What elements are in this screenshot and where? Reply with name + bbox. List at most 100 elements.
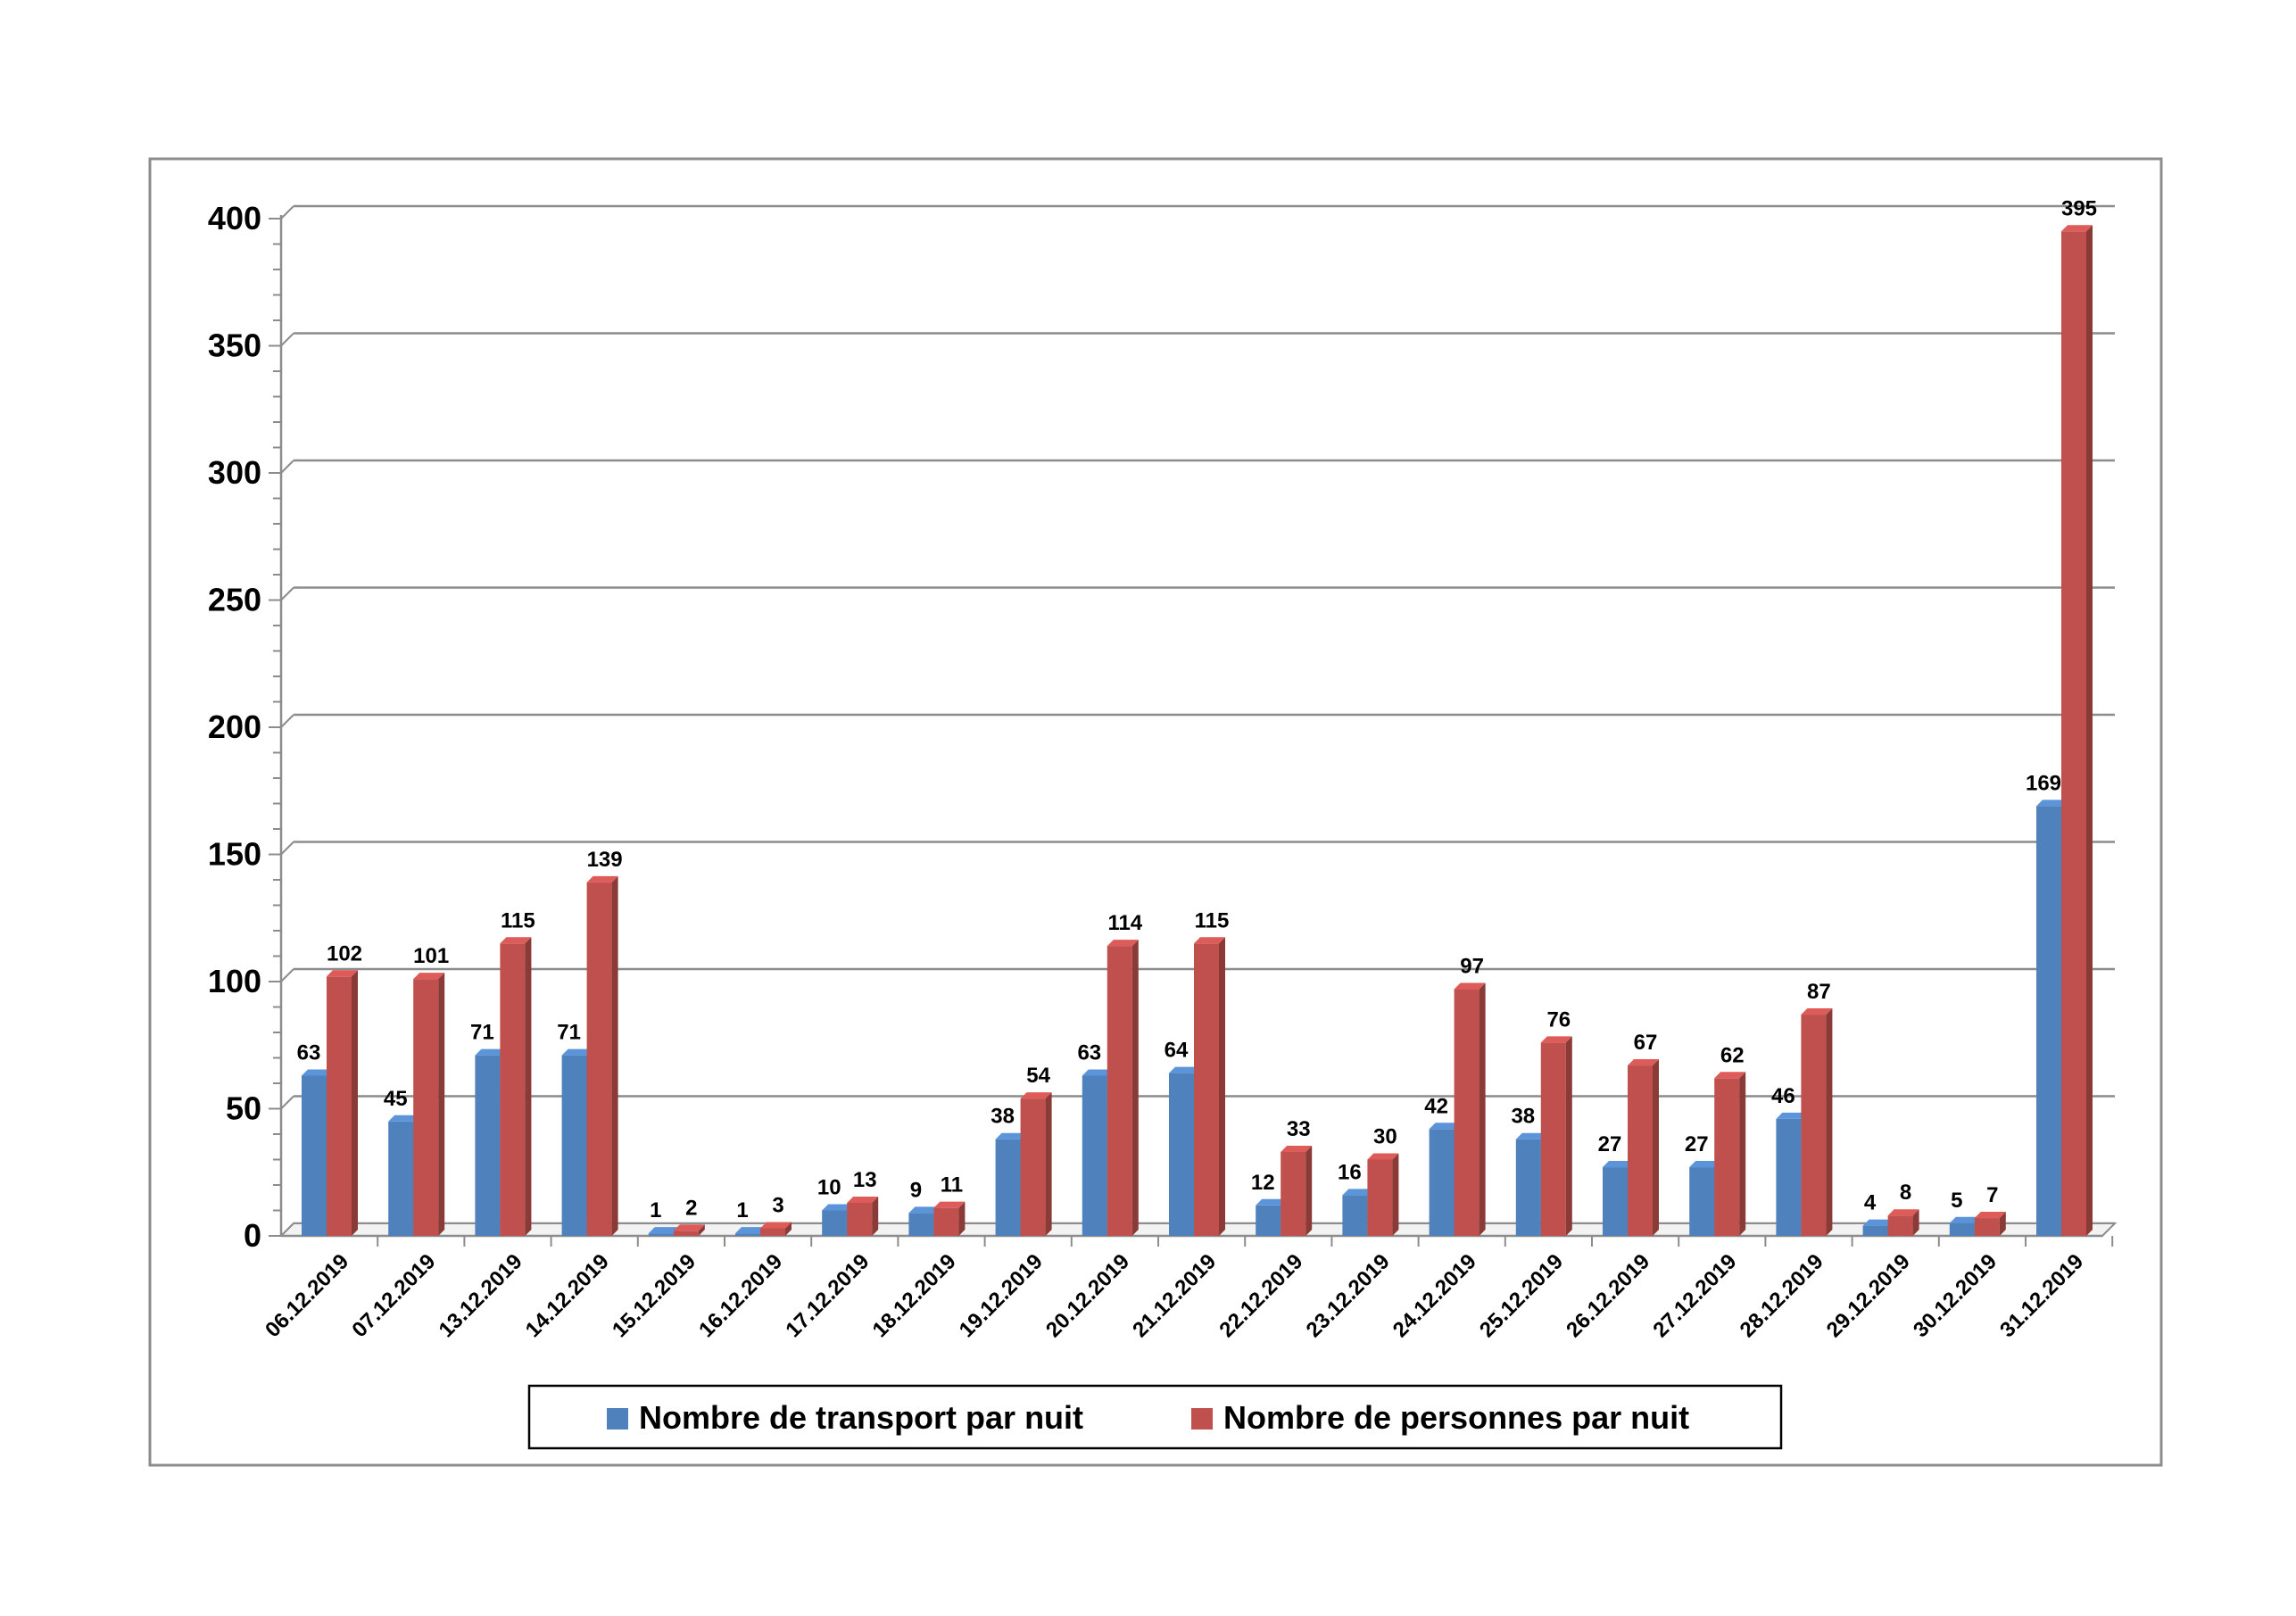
data-label: 67 xyxy=(1634,1031,1658,1055)
data-label: 115 xyxy=(1195,908,1230,932)
x-tick-label: 20.12.2019 xyxy=(1041,1249,1134,1342)
bar-side xyxy=(1739,1072,1746,1236)
bar-front xyxy=(933,1207,959,1236)
bar-side xyxy=(1045,1092,1052,1236)
bar-top xyxy=(475,1048,507,1056)
y-tick-label: 300 xyxy=(208,454,261,491)
gridline-depth xyxy=(280,205,294,220)
bar-front xyxy=(327,976,352,1236)
bar-side xyxy=(2086,225,2093,1236)
bar xyxy=(1454,982,1486,1236)
bar xyxy=(327,970,358,1236)
bar-side xyxy=(525,937,532,1236)
bar xyxy=(673,1224,705,1236)
bar-top xyxy=(2061,225,2093,232)
y-tick-label: 100 xyxy=(208,963,261,999)
bar-top xyxy=(413,973,445,980)
bar-side xyxy=(438,973,445,1236)
bar-front xyxy=(561,1055,587,1236)
bar-top xyxy=(1342,1189,1374,1196)
bar-top xyxy=(908,1206,941,1214)
bar-top xyxy=(1974,1212,2006,1219)
data-label: 54 xyxy=(1026,1064,1050,1088)
gridline-depth xyxy=(280,841,294,856)
bar-front xyxy=(500,943,526,1236)
x-axis-labels: 06.12.201907.12.201913.12.201914.12.2019… xyxy=(261,1249,2088,1342)
data-label: 102 xyxy=(327,941,362,965)
data-label: 139 xyxy=(587,848,623,872)
data-label: 115 xyxy=(501,908,535,932)
data-label: 87 xyxy=(1807,980,1831,1004)
x-tick-label: 24.12.2019 xyxy=(1388,1249,1481,1342)
bar-front xyxy=(1429,1129,1455,1236)
data-label: 38 xyxy=(1511,1105,1535,1129)
bar-top xyxy=(388,1115,420,1122)
data-label: 33 xyxy=(1287,1117,1311,1141)
legend-box xyxy=(527,1384,1783,1450)
bar-front xyxy=(1342,1195,1368,1236)
bar-top xyxy=(586,875,618,883)
bar-side xyxy=(1131,940,1139,1236)
bar-top xyxy=(2036,800,2068,807)
bar-front xyxy=(673,1231,699,1236)
bar-top xyxy=(1776,1112,1808,1119)
bar-side xyxy=(872,1196,879,1236)
data-label: 62 xyxy=(1720,1043,1745,1067)
bar-front xyxy=(1603,1167,1628,1236)
data-label: 7 xyxy=(1986,1183,1998,1207)
x-tick-label: 06.12.2019 xyxy=(261,1249,353,1342)
x-tick-label: 29.12.2019 xyxy=(1822,1249,1915,1342)
bar-front xyxy=(1194,943,1219,1236)
bar-side xyxy=(1653,1059,1659,1236)
data-label: 30 xyxy=(1373,1125,1397,1149)
bar-top xyxy=(1169,1066,1200,1073)
bar-top xyxy=(1429,1123,1461,1130)
bar-front xyxy=(760,1228,785,1236)
bar-top xyxy=(648,1227,680,1234)
bar-front xyxy=(1540,1042,1566,1236)
bar-front xyxy=(995,1139,1021,1236)
bar-top xyxy=(760,1222,792,1229)
bar-front xyxy=(1367,1159,1393,1236)
bar-front xyxy=(1974,1218,2000,1236)
data-label: 10 xyxy=(817,1176,841,1200)
bar-side xyxy=(1999,1212,2006,1236)
data-label: 5 xyxy=(1951,1189,1962,1213)
data-label: 395 xyxy=(2061,196,2097,220)
x-tick-label: 31.12.2019 xyxy=(1995,1249,2088,1342)
bar xyxy=(1801,1008,1833,1236)
bar-top xyxy=(1082,1069,1114,1076)
bar-top xyxy=(822,1204,854,1211)
x-tick-label: 22.12.2019 xyxy=(1214,1249,1307,1342)
y-tick-label: 250 xyxy=(208,582,261,618)
bar xyxy=(1603,1161,1634,1236)
bar-front xyxy=(735,1233,760,1236)
bar-front xyxy=(1887,1215,1913,1236)
bar-front xyxy=(1515,1139,1541,1236)
bar-side xyxy=(1219,937,1225,1236)
x-tick-label: 21.12.2019 xyxy=(1128,1249,1221,1342)
bar-front xyxy=(2036,806,2061,1236)
bar-top xyxy=(302,1069,333,1076)
data-label: 97 xyxy=(1460,955,1484,979)
gridline-depth xyxy=(280,332,294,347)
data-label: 12 xyxy=(1251,1171,1275,1195)
bar-front xyxy=(1281,1151,1306,1236)
x-tick-label: 14.12.2019 xyxy=(521,1249,614,1342)
data-label: 1 xyxy=(650,1198,661,1222)
bar-top xyxy=(1194,937,1225,944)
data-label: 71 xyxy=(470,1021,494,1045)
y-tick-label: 50 xyxy=(226,1090,261,1127)
data-label: 16 xyxy=(1338,1160,1362,1184)
bar-front xyxy=(1082,1075,1107,1236)
bar xyxy=(1281,1145,1313,1236)
bar-side xyxy=(785,1222,792,1236)
data-label: 8 xyxy=(1900,1181,1911,1205)
data-label: 64 xyxy=(1165,1039,1189,1063)
bar-front xyxy=(1169,1073,1194,1236)
bar-front xyxy=(847,1202,873,1236)
gridline-depth xyxy=(280,586,294,601)
data-label: 114 xyxy=(1107,911,1142,935)
bar-top xyxy=(1540,1036,1572,1043)
x-tick-label: 13.12.2019 xyxy=(435,1249,527,1342)
